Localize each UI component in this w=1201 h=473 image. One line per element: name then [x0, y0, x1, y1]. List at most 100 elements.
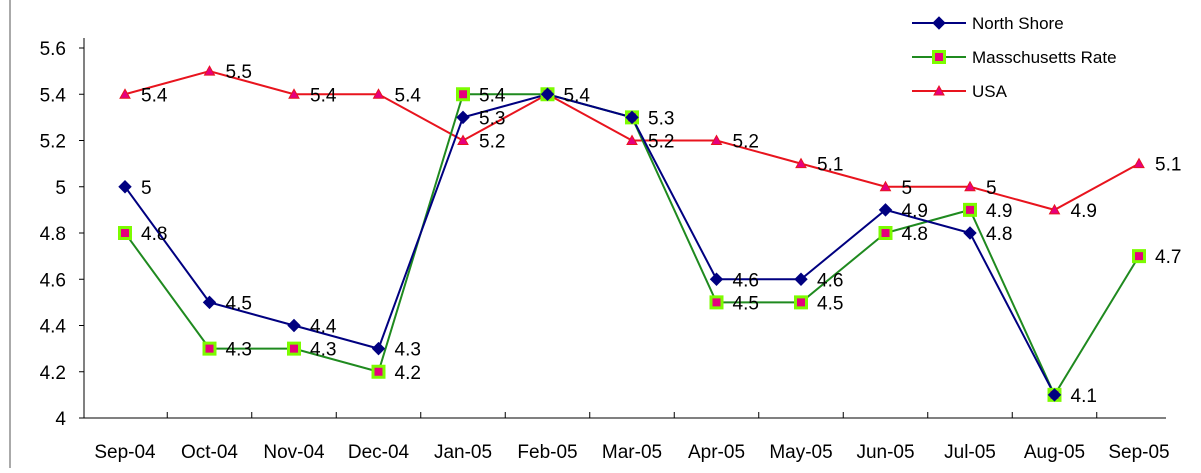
data-label: 5: [986, 178, 997, 199]
marker-diamond: [878, 203, 893, 217]
series-markers: [118, 65, 1146, 402]
data-label: 4.3: [310, 340, 336, 361]
legend-label: USA: [972, 82, 1008, 101]
data-label: 5.4: [564, 85, 591, 106]
x-tick-label: May-05: [769, 442, 832, 463]
y-tick-label: 4.6: [40, 270, 66, 291]
marker-square: [963, 202, 977, 217]
data-label: 5.4: [310, 85, 337, 106]
data-label: 5.1: [817, 155, 843, 176]
data-label: 4.3: [395, 340, 421, 361]
x-tick-label: Nov-04: [263, 442, 325, 463]
data-label: 4.3: [226, 340, 252, 361]
marker-square: [794, 295, 808, 310]
x-tick-label: Dec-04: [348, 442, 410, 463]
marker-diamond: [202, 295, 217, 310]
legend-label: North Shore: [972, 14, 1064, 33]
y-tick-label: 4.4: [40, 317, 67, 338]
data-labels: 54.54.44.35.3 5.34.6 4.64.94.84.84.3 4.34.2…: [141, 62, 1181, 407]
marker-diamond: [625, 110, 639, 125]
y-tick-label: 4.8: [40, 224, 66, 245]
x-tick-label: Jun-05: [856, 442, 914, 463]
data-label: 4.9: [986, 201, 1012, 222]
marker-square: [371, 364, 386, 379]
marker-triangle: [203, 65, 216, 76]
series-line-north-shore: [124, 93, 1056, 396]
marker-diamond: [371, 341, 386, 356]
x-tick-label: Apr-05: [688, 442, 745, 463]
y-tick-label: 5.4: [40, 85, 67, 106]
axes: 4 4.2 4.4 4.6 4.8 5 5.2 5.4 5.6 Sep-04 Oct-04 Nov-0…: [9, 0, 1170, 468]
data-label: 5.4: [395, 85, 422, 106]
x-tick-label: Aug-05: [1024, 442, 1085, 463]
data-label: 4.7: [1155, 247, 1181, 268]
marker-square: [202, 341, 217, 356]
marker-triangle: [626, 134, 638, 145]
data-label: 5.4: [141, 85, 168, 106]
marker-square: [709, 295, 724, 310]
marker-square: [1132, 249, 1146, 264]
marker-diamond: [118, 180, 132, 194]
data-label: 4.6: [733, 270, 759, 291]
marker-diamond: [932, 16, 946, 30]
marker-diamond: [963, 226, 977, 240]
marker-square: [456, 87, 470, 102]
data-label: 4.5: [226, 293, 252, 314]
marker-triangle: [964, 180, 976, 192]
data-label: 5.4: [479, 85, 506, 106]
data-label: 4.2: [395, 363, 421, 384]
data-label: 5.2: [733, 132, 759, 153]
x-tick-label: Jul-05: [944, 442, 996, 463]
x-tick-label: Mar-05: [602, 442, 662, 463]
legend-label: Masschusetts Rate: [972, 48, 1117, 67]
y-tick-label: 4: [55, 409, 66, 430]
data-label: 5: [902, 178, 913, 199]
marker-triangle: [119, 88, 131, 99]
data-label: 4.5: [733, 293, 759, 314]
data-label: 4.1: [1071, 386, 1097, 407]
data-label: 4.5: [817, 293, 843, 314]
data-label: 4.6: [817, 270, 843, 291]
data-label: 5.1: [1155, 155, 1181, 176]
marker-triangle: [933, 84, 945, 96]
marker-triangle: [288, 88, 300, 99]
marker-triangle: [1133, 157, 1145, 169]
marker-diamond: [540, 87, 555, 101]
data-label: 4.9: [1071, 201, 1097, 222]
data-label: 4.8: [141, 224, 167, 245]
y-tick-label: 5: [55, 178, 66, 199]
x-tick-label: Jan-05: [434, 442, 492, 463]
marker-triangle: [795, 157, 807, 169]
marker-diamond: [456, 110, 470, 125]
data-label: 5.3: [648, 108, 674, 129]
marker-triangle: [457, 134, 469, 145]
data-label: 4.9: [902, 201, 928, 222]
data-label: 5: [141, 178, 152, 199]
data-label: 5.5: [226, 62, 252, 83]
marker-diamond: [709, 272, 724, 286]
marker-triangle: [879, 180, 892, 192]
data-label: 4.4: [310, 317, 337, 338]
marker-square: [287, 341, 301, 356]
x-tick-label: Feb-05: [517, 442, 577, 463]
data-label: 5.2: [479, 132, 505, 153]
marker-triangle: [1048, 203, 1061, 215]
y-tick-label: 5.6: [40, 39, 66, 60]
marker-square: [932, 50, 946, 64]
x-tick-label: Sep-04: [94, 442, 156, 463]
data-label: 5.3: [479, 108, 505, 129]
data-label: 5.2: [648, 132, 674, 153]
data-label: 4.8: [902, 224, 928, 245]
x-tick-label: Sep-05: [1108, 442, 1169, 463]
marker-diamond: [287, 318, 301, 333]
legend: North Shore Masschusetts Rate USA: [912, 14, 1117, 101]
data-label: 4.8: [986, 224, 1012, 245]
marker-triangle: [710, 134, 723, 145]
y-tick-label: 5.2: [40, 132, 66, 153]
y-tick-label: 4.2: [40, 363, 66, 384]
marker-diamond: [1047, 388, 1062, 402]
marker-square: [118, 226, 132, 240]
x-tick-label: Oct-04: [181, 442, 238, 463]
marker-triangle: [372, 88, 385, 99]
